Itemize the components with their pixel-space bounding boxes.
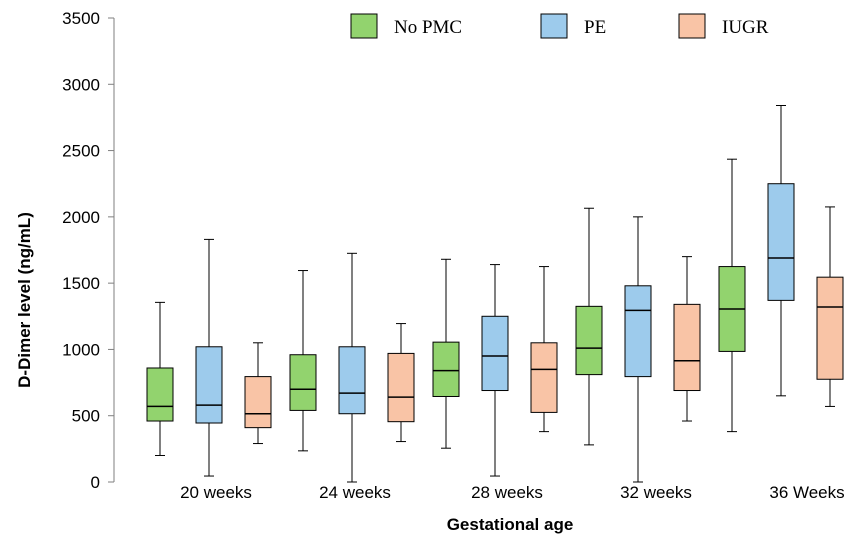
iqr-box [673,303,701,392]
box-pe [195,238,223,477]
box-no-pmc [575,207,603,446]
box-iugr [244,342,272,445]
box-no-pmc [718,158,746,433]
y-tick-label: 2500 [62,142,100,161]
x-category-label: 24 weeks [319,483,391,502]
x-axis-title: Gestational age [447,515,574,534]
legend-item: PE [540,13,606,39]
y-tick-label: 1500 [62,274,100,293]
y-tick-label: 1000 [62,340,100,359]
box-no-pmc [146,301,174,456]
box-pe [481,264,509,477]
box-iugr [673,256,701,422]
legend-item: No PMC [350,13,462,39]
legend-label: No PMC [394,17,462,38]
legend-label: IUGR [722,17,769,38]
box-pe [767,104,795,397]
legend-label: PE [584,17,606,38]
iqr-box [575,305,603,376]
iqr-box [289,354,317,411]
iqr-box [767,183,795,301]
x-category-label: 36 Weeks [769,483,844,502]
box-no-pmc [432,258,460,449]
y-axis-title: D-Dimer level (ng/mL) [15,212,34,388]
box-pe [338,252,366,483]
box-pe [624,216,652,483]
y-tick-label: 500 [72,407,100,426]
legend-item: IUGR [678,13,769,39]
box-iugr [816,206,844,407]
iqr-box [432,341,460,397]
box-iugr [387,323,415,443]
legend-swatch [350,13,378,39]
legend-swatch [678,13,706,39]
x-category-label: 28 weeks [471,483,543,502]
iqr-box [146,367,174,422]
y-tick-label: 3500 [62,9,100,28]
iqr-box [387,352,415,423]
iqr-box [195,346,223,424]
y-axis: 0 500 1000 1500 2000 2500 3000 3500 [62,9,115,492]
iqr-box [481,315,509,392]
iqr-box [338,346,366,415]
legend: No PMC PE IUGR [350,13,769,39]
x-axis-category-labels: 20 weeks 24 weeks 28 weeks 32 weeks 36 Weeks [180,483,845,502]
box-iugr [530,266,558,433]
y-tick-label: 2000 [62,208,100,227]
iqr-box [624,285,652,378]
x-category-label: 20 weeks [180,483,252,502]
plot-area [146,104,844,483]
iqr-box [816,276,844,380]
iqr-box [244,376,272,429]
box-no-pmc [289,270,317,452]
y-tick-label: 0 [91,473,100,492]
y-tick-label: 3000 [62,75,100,94]
legend-swatch [540,13,568,39]
x-category-label: 32 weeks [620,483,692,502]
iqr-box [530,342,558,413]
